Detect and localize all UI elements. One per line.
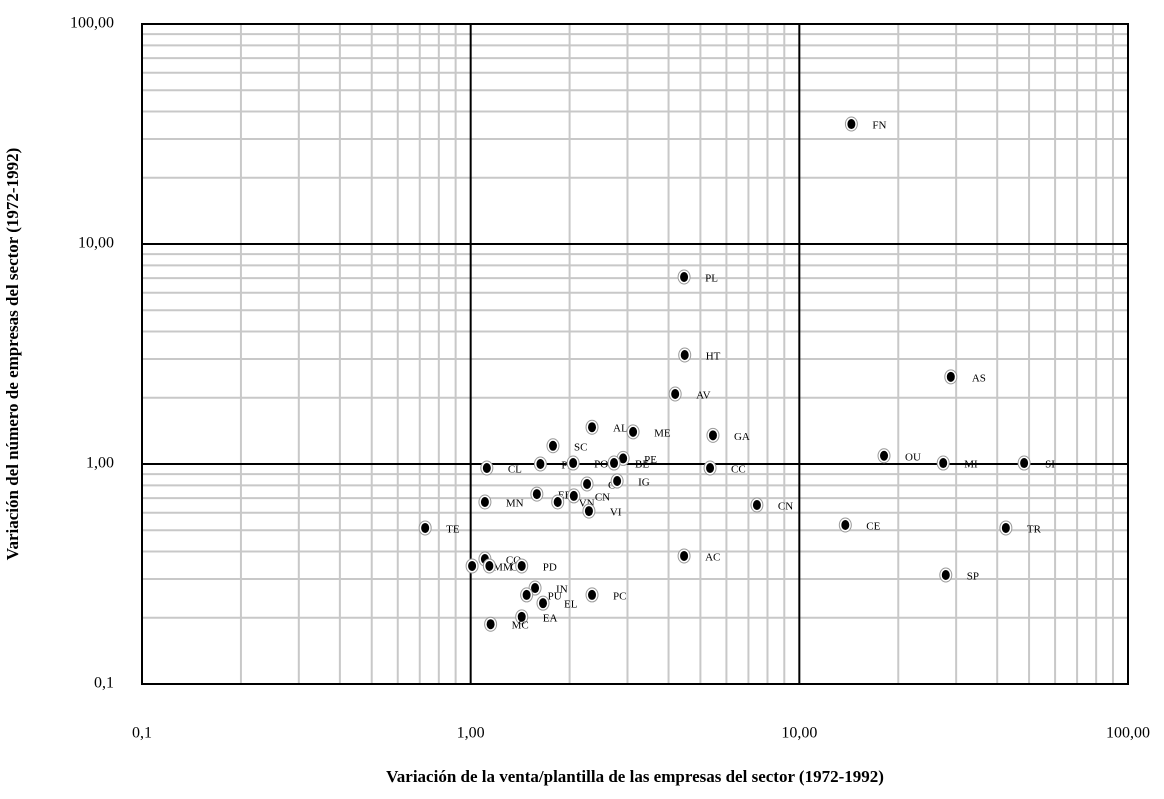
point-label: TE [446,523,460,535]
point-label: PE [644,454,657,466]
x-tick-label: 0,1 [132,725,152,742]
point [522,589,531,600]
plot-frame [141,23,1129,685]
point-label: SI [1045,459,1055,471]
point [708,430,717,441]
point-label: ME [654,427,671,439]
point [583,479,592,490]
point-label: CN [595,491,610,503]
point [486,619,495,630]
point [1020,458,1029,469]
point-label: AL [613,423,628,435]
point [588,422,597,433]
point [671,389,680,400]
y-tick-label: 0,1 [94,675,114,692]
point-label: PI [561,460,571,472]
point-label: SC [574,441,587,453]
point [706,462,715,473]
point-label: PU [548,590,562,602]
point-label: AC [705,551,720,563]
point [532,489,541,500]
point-label: CE [866,521,880,533]
point [680,550,689,561]
point [841,520,850,531]
point [536,459,545,469]
point [421,522,430,533]
x-tick-label: 100,00 [1106,725,1150,742]
point [531,583,540,594]
point-label: FN [872,120,886,132]
point [539,598,548,609]
point [569,490,578,501]
x-tick-label: 1,00 [457,725,485,742]
point-label: GA [734,431,750,443]
y-tick-label: 1,00 [86,455,114,472]
point [619,453,628,464]
point-label: PD [543,561,557,573]
point-label: MM [493,561,513,573]
point-label: TR [1027,523,1042,535]
y-axis-title: Variación del número de empresas del sec… [3,148,22,561]
point-label: AV [696,390,711,402]
point-label: MI [964,459,978,471]
point [847,119,856,130]
point [939,458,948,469]
point-label: IG [638,477,650,489]
point-label: HT [706,351,721,363]
point [629,426,638,437]
point-label: CL [508,464,522,476]
point-label: IN [556,584,568,596]
point-label: MC [512,620,529,632]
point [517,560,526,571]
y-tick-label: 100,00 [70,15,114,32]
point [548,440,557,451]
point [880,450,889,461]
point-label: MN [506,498,524,510]
point [613,476,622,487]
point-label: EL [564,599,578,611]
point-label: PC [613,590,626,602]
point [553,496,562,507]
point-label: CC [731,464,746,476]
point [941,569,950,580]
point [482,462,491,473]
point-label: OU [905,451,921,463]
point-label: AS [972,372,986,384]
point-label: EA [543,612,558,624]
point [569,458,578,469]
point-label: BE [635,459,649,471]
point [680,349,689,360]
point [480,496,489,507]
y-tick-label: 10,00 [78,235,114,252]
point [588,589,597,600]
point [680,271,689,282]
point-label: PL [705,273,718,285]
point [752,500,761,511]
point-label: CN [778,501,793,513]
x-axis-title: Variación de la venta/plantilla de las e… [386,767,884,786]
point [485,560,494,571]
point [946,371,955,382]
point [517,611,526,622]
point [468,560,477,571]
point-label: SP [967,571,979,583]
point [584,506,593,517]
point-label: VI [610,507,622,519]
point-label: PO [594,459,608,471]
point [1001,522,1010,533]
x-tick-label: 10,00 [781,725,817,742]
point [610,458,619,469]
